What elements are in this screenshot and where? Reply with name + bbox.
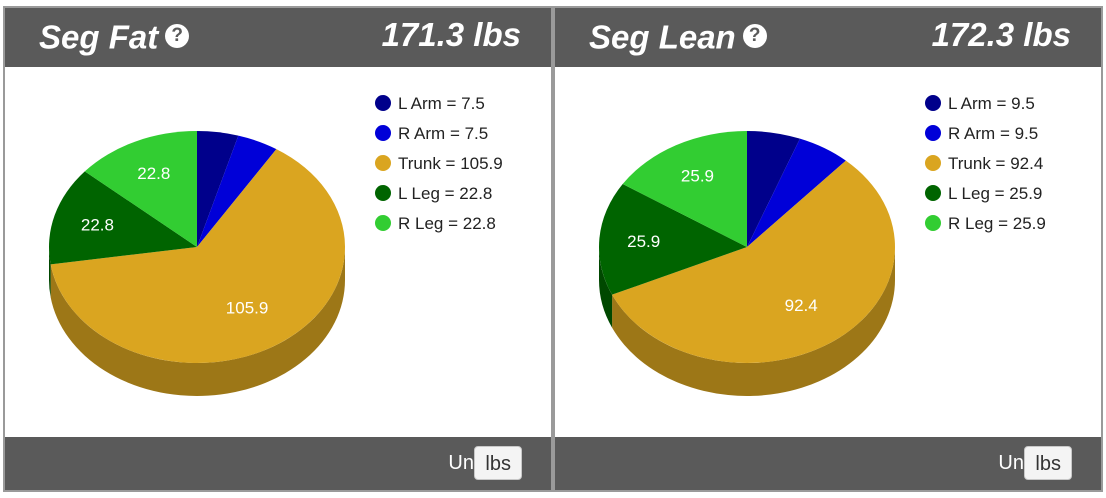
pie-side-trunk <box>50 247 346 396</box>
data-label-r-leg: 22.8 <box>137 164 170 183</box>
pie-slice-l-leg[interactable] <box>599 184 747 295</box>
data-label-l-leg: 25.9 <box>627 232 660 251</box>
legend-item-l-leg[interactable]: L Leg = 22.8 <box>398 184 492 203</box>
legend-item-l-arm[interactable]: L Arm = 7.5 <box>398 94 485 113</box>
panel-title-text: Seg Lean <box>589 18 736 56</box>
panel-title: Seg Fat? <box>39 15 190 57</box>
seg-fat-panel: Seg Fat? 171.3 lbs 105.9 22.8 22.8 L Arm = … <box>3 6 553 492</box>
question-circle-icon[interactable]: ? <box>165 24 190 49</box>
panel-header: Seg Lean? 172.3 lbs <box>555 8 1101 67</box>
panel-total: 171.3 lbs <box>381 16 521 53</box>
pie-slice-trunk[interactable] <box>50 149 346 363</box>
legend-item-l-arm[interactable]: L Arm = 9.5 <box>948 94 1035 113</box>
panel-header: Seg Fat? 171.3 lbs <box>5 8 551 67</box>
legend-marker-r-arm <box>375 125 391 141</box>
legend-marker-r-leg <box>925 215 941 231</box>
pie-slice-r-arm[interactable] <box>747 138 846 247</box>
panel-title: Seg Lean? <box>589 15 767 57</box>
legend-marker-trunk <box>925 155 941 171</box>
pie-slice-l-arm[interactable] <box>747 131 800 247</box>
panel-title-text: Seg Fat <box>39 18 159 56</box>
pie-slice-r-arm[interactable] <box>197 135 277 247</box>
legend-item-r-leg[interactable]: R Leg = 22.8 <box>398 214 496 233</box>
panel-footer: Units lbs <box>555 437 1101 490</box>
data-label-r-leg: 25.9 <box>681 167 714 186</box>
question-circle-icon[interactable]: ? <box>742 24 767 49</box>
seg-fat-pie-chart: 105.9 22.8 22.8 L Arm = 7.5 R Arm = 7.5 Trunk… <box>49 94 503 396</box>
pie-slice-r-leg[interactable] <box>84 131 197 247</box>
legend-item-r-leg[interactable]: R Leg = 25.9 <box>948 214 1046 233</box>
legend-marker-l-leg <box>925 185 941 201</box>
pie-side-l-leg <box>49 247 51 298</box>
pie-side-l-leg <box>599 247 613 328</box>
legend-item-r-arm[interactable]: R Arm = 9.5 <box>948 124 1038 143</box>
data-label-trunk: 105.9 <box>226 298 269 317</box>
pie-side-trunk <box>612 247 895 396</box>
legend-item-r-arm[interactable]: R Arm = 7.5 <box>398 124 488 143</box>
legend-marker-r-leg <box>375 215 391 231</box>
legend-marker-l-leg <box>375 185 391 201</box>
legend-item-l-leg[interactable]: L Leg = 25.9 <box>948 184 1042 203</box>
legend-marker-l-arm <box>375 95 391 111</box>
pie-slice-l-leg[interactable] <box>49 171 198 265</box>
data-label-l-leg: 22.8 <box>81 216 114 235</box>
seg-lean-pie-chart: 92.4 25.9 25.9 L Arm = 9.5 R Arm = 9.5 Trunk … <box>599 94 1046 396</box>
units-button[interactable]: lbs <box>474 446 522 480</box>
legend-marker-r-arm <box>925 125 941 141</box>
legend-marker-trunk <box>375 155 391 171</box>
pie-slice-r-leg[interactable] <box>622 131 747 247</box>
panel-total: 172.3 lbs <box>931 16 1071 53</box>
legend-marker-l-arm <box>925 95 941 111</box>
units-button[interactable]: lbs <box>1024 446 1072 480</box>
pie-slice-l-arm[interactable] <box>197 131 239 247</box>
seg-lean-panel: Seg Lean? 172.3 lbs 92.4 25.9 25.9 L Arm = … <box>553 6 1103 492</box>
legend-item-trunk[interactable]: Trunk = 92.4 <box>948 154 1043 173</box>
legend-item-trunk[interactable]: Trunk = 105.9 <box>398 154 503 173</box>
panel-footer: Units lbs <box>5 437 551 490</box>
data-label-trunk: 92.4 <box>785 296 818 315</box>
pie-slice-trunk[interactable] <box>612 160 895 363</box>
